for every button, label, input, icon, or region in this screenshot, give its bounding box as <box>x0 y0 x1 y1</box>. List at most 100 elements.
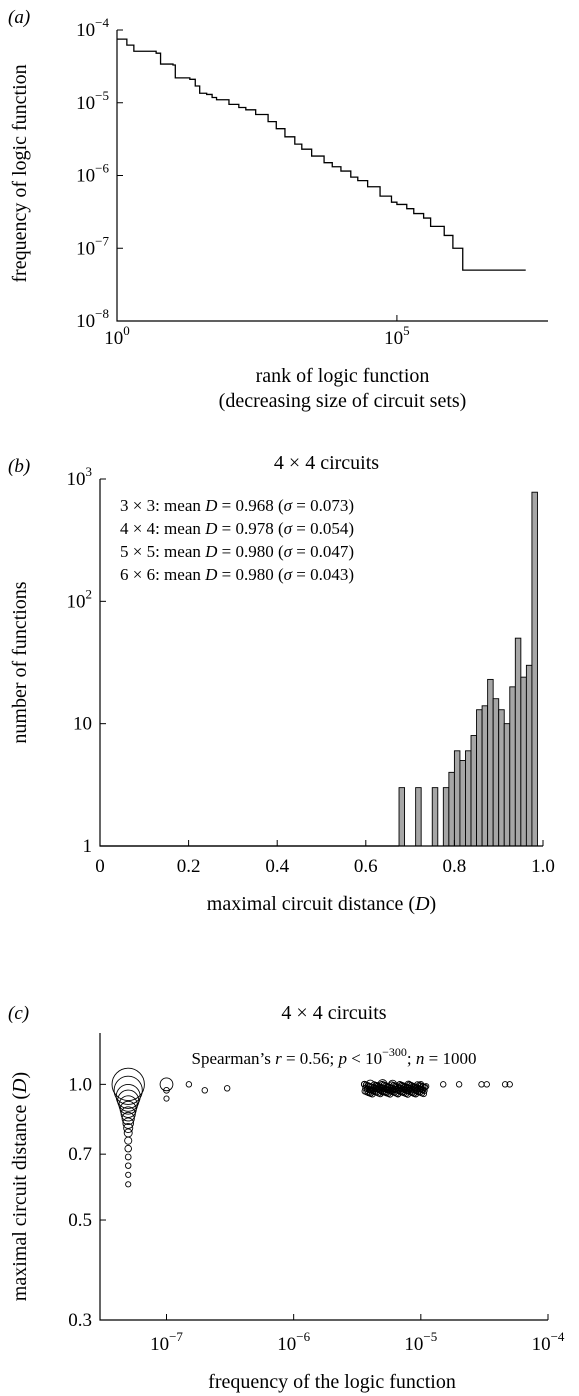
panel-c-ytick-label: 0.3 <box>68 1310 92 1331</box>
panel-c-point <box>125 1171 132 1178</box>
panel-b-xtick-label: 0 <box>95 856 105 877</box>
panel-b-bar <box>498 709 505 847</box>
panel-c-point <box>396 1081 404 1088</box>
panel-c-point <box>412 1090 420 1098</box>
panel-c-point <box>407 1082 415 1090</box>
panel-c-point <box>422 1083 430 1090</box>
panel-a-ytick-label: 10−4 <box>76 15 109 41</box>
panel-c-point <box>111 1067 145 1102</box>
panel-b-bar <box>459 760 466 847</box>
panel-b-bar <box>442 787 450 847</box>
panel-b-label: (b) <box>8 456 30 477</box>
panel-b-bar <box>503 723 511 847</box>
panel-c-point <box>115 1084 141 1109</box>
panel-c-ylabel: maximal circuit distance (D) <box>9 1072 31 1301</box>
panel-c-point <box>367 1089 374 1097</box>
panel-c-point <box>478 1081 485 1088</box>
panel-c-point <box>440 1081 447 1088</box>
panel-c-label: (c) <box>8 1003 29 1024</box>
panel-a-ylabel: frequency of logic function <box>9 64 31 282</box>
panel-a-series-line <box>117 38 526 271</box>
panel-c-point <box>125 1162 132 1169</box>
panel-b-legend-line: 3 × 3: mean D = 0.968 (σ = 0.073) <box>120 496 354 515</box>
panel-c-point <box>124 1153 132 1161</box>
panel-b-ytick-label: 10 <box>73 714 92 735</box>
panel-c-xtick-label: 10−4 <box>532 1329 565 1355</box>
panel-c-point <box>405 1084 413 1092</box>
panel-b-bar <box>398 787 406 847</box>
panel-c-point <box>376 1083 384 1091</box>
panel-b-bar <box>448 771 455 847</box>
panel-b-bar <box>481 705 489 847</box>
panel-b-ytick-label: 103 <box>67 464 93 490</box>
panel-c-point <box>163 1086 170 1094</box>
panel-c-point <box>455 1081 463 1088</box>
panel-c-xtick-label: 10−5 <box>404 1329 437 1355</box>
panel-a-xtick-label: 105 <box>384 323 410 349</box>
panel-a-label: (a) <box>8 7 30 28</box>
panel-c-point <box>201 1087 208 1094</box>
panel-c-xtick-label: 10−7 <box>150 1329 183 1355</box>
panel-b-legend-line: 6 × 6: mean D = 0.980 (σ = 0.043) <box>120 565 354 584</box>
panel-c-point <box>414 1088 422 1095</box>
panel-c-point <box>506 1081 513 1088</box>
panel-b-xlabel: maximal circuit distance (D) <box>207 893 436 915</box>
panel-b-bar <box>415 787 422 847</box>
panel-c-point <box>124 1136 133 1145</box>
panel-b-ylabel: number of functions <box>9 581 31 743</box>
panel-b-bar <box>465 750 472 847</box>
panel-b-bar <box>487 678 494 847</box>
panel-b-bar <box>492 698 500 847</box>
panel-c-ytick-label: 0.5 <box>68 1210 92 1231</box>
panel-b-ytick-label: 1 <box>83 836 93 857</box>
panel-b-legend-line: 4 × 4: mean D = 0.978 (σ = 0.054) <box>120 519 354 538</box>
panel-c-point <box>382 1089 390 1097</box>
panel-c-point <box>369 1087 377 1095</box>
panel-c-point <box>120 1106 136 1122</box>
panel-c-point <box>403 1086 410 1094</box>
panel-c-point <box>483 1081 490 1088</box>
panel-c-point <box>163 1095 170 1102</box>
panel-b-bar <box>514 637 522 847</box>
panel-c-point <box>223 1085 231 1092</box>
panel-c-point <box>185 1081 193 1088</box>
panel-c-point <box>392 1082 399 1090</box>
panel-b-xtick-label: 0.8 <box>443 856 467 877</box>
panel-c-annotation: Spearman’s r = 0.56; p < 10−300; n = 100… <box>192 1045 477 1068</box>
panel-b-bar <box>470 735 478 847</box>
panel-b-ytick-label: 102 <box>67 586 93 612</box>
panel-c-point <box>117 1089 140 1112</box>
panel-c-point <box>121 1111 135 1126</box>
panel-b-xtick-label: 0.2 <box>177 856 201 877</box>
panel-a-xlabel-2: (decreasing size of circuit sets) <box>219 390 467 412</box>
panel-a-ytick-label: 10−8 <box>76 306 109 332</box>
panel-c-title: 4 × 4 circuits <box>281 1002 386 1024</box>
panel-a-ytick-label: 10−7 <box>76 233 109 259</box>
panel-b-bar <box>520 676 527 847</box>
panel-c-point <box>122 1117 134 1129</box>
panel-c-point <box>387 1087 395 1095</box>
panel-c-ytick-label: 0.7 <box>68 1144 92 1165</box>
panel-c-point <box>125 1181 132 1188</box>
panel-b-bar <box>431 787 439 847</box>
panel-b-bar <box>453 750 461 847</box>
panel-c-point <box>501 1081 509 1088</box>
panel-c-points <box>111 1067 513 1188</box>
panel-c-point <box>373 1085 381 1093</box>
panel-c-xlabel: frequency of the logic function <box>208 1371 456 1393</box>
panel-c-point <box>380 1081 388 1089</box>
panel-c-point <box>159 1077 174 1092</box>
panel-a-ytick-label: 10−5 <box>76 88 109 114</box>
panel-c-ytick-label: 1.0 <box>68 1074 92 1095</box>
panel-c-point <box>118 1095 138 1115</box>
panel-b-xtick-label: 0.4 <box>265 856 289 877</box>
panel-c-point <box>124 1144 132 1153</box>
panel-b-bar <box>531 491 538 847</box>
panel-c-point <box>123 1122 134 1134</box>
panel-c-xtick-label: 10−6 <box>277 1329 310 1355</box>
panel-b-legend-line: 5 × 5: mean D = 0.980 (σ = 0.047) <box>120 542 354 561</box>
panel-c-point <box>389 1085 397 1093</box>
panel-b-title: 4 × 4 circuits <box>274 452 379 474</box>
panel-a-xlabel: rank of logic function <box>256 365 430 387</box>
panel-b-xtick-label: 0.6 <box>354 856 378 877</box>
